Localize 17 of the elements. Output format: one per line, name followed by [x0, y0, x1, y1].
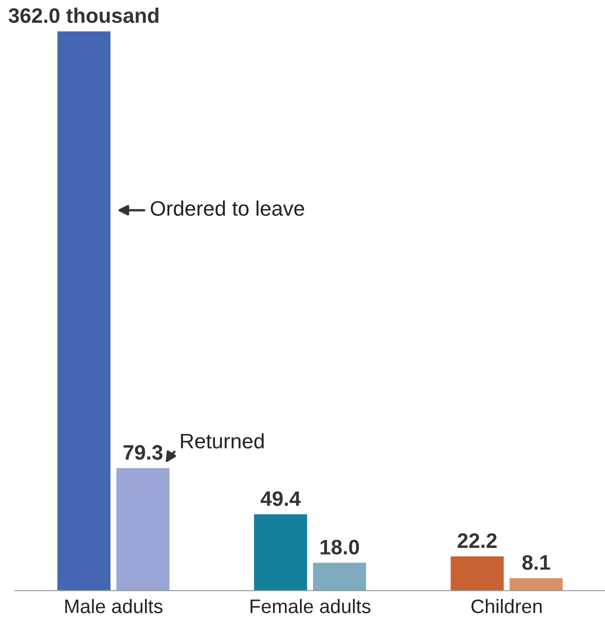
data-label: 18.0 — [320, 540, 359, 555]
x-tick-label: Male adults — [65, 598, 162, 614]
series-label: Returned — [181, 433, 264, 449]
data-label: 79.3 — [124, 445, 162, 460]
x-tick-label: Female adults — [250, 598, 370, 614]
bar — [510, 578, 563, 591]
bar — [116, 468, 170, 591]
bar — [254, 514, 308, 591]
data-label: 362.0 thousand — [8, 8, 158, 23]
data-label: 49.4 — [260, 491, 301, 506]
series-label: Ordered to leave — [150, 200, 304, 216]
x-tick-label: Children — [471, 598, 542, 614]
bar — [57, 31, 110, 591]
bar — [313, 562, 366, 591]
bar — [450, 556, 504, 591]
data-label: 22.2 — [458, 533, 497, 548]
data-label: 8.1 — [522, 555, 550, 570]
